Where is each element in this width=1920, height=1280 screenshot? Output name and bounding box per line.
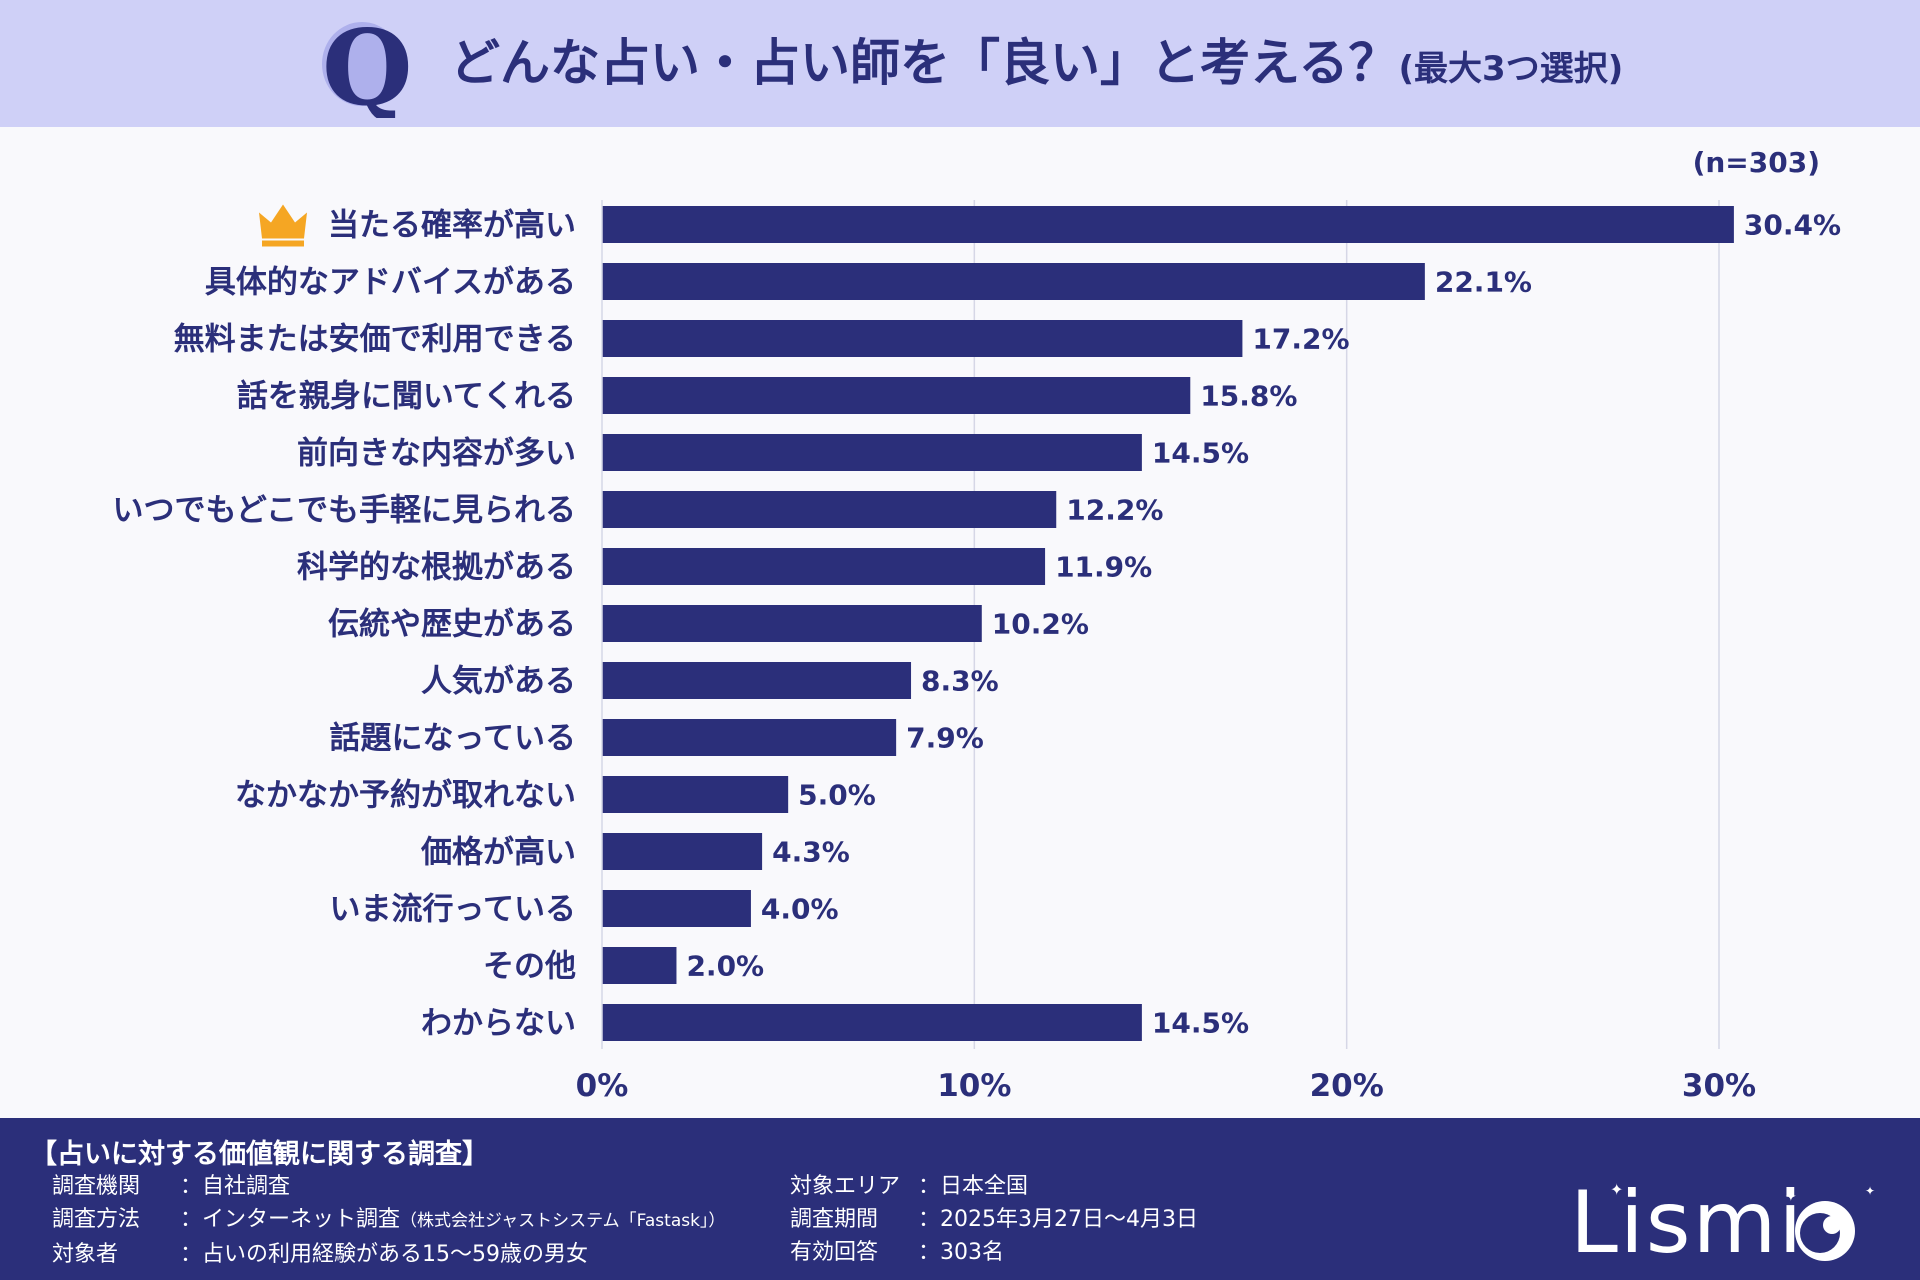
bar-chart: 0% 10% 20% 30% 当たる確率が高い 30.4% 具体的なアドバイスがある 22.1… bbox=[113, 200, 1841, 1100]
x-tick-label: 0% bbox=[576, 1068, 629, 1100]
meta-value: ：303名 bbox=[918, 1240, 1004, 1265]
meta-key: 対象エリア bbox=[790, 1174, 901, 1199]
bar bbox=[602, 719, 897, 756]
data-label: 4.3% bbox=[772, 836, 850, 869]
bar bbox=[602, 320, 1243, 357]
bar bbox=[602, 377, 1191, 414]
meta-row: 対象エリア ：日本全国 bbox=[790, 1170, 1198, 1203]
meta-value: ：占いの利用経験がある15〜59歳の男女 bbox=[180, 1242, 588, 1267]
footer: 【占いに対する価値観に関する調査】 調査機関 ：自社調査 調査方法 ：インターネット… bbox=[0, 1118, 1920, 1280]
data-label: 2.0% bbox=[686, 950, 764, 983]
bar bbox=[602, 662, 912, 699]
svg-text:✦: ✦ bbox=[1785, 1189, 1797, 1205]
bar bbox=[602, 434, 1142, 471]
category-label: いつでもどこでも手軽に見られる bbox=[113, 493, 576, 529]
category-label: いま流行っている bbox=[330, 892, 576, 928]
meta-value: ：日本全国 bbox=[918, 1174, 1029, 1199]
data-label: 14.5% bbox=[1152, 1007, 1249, 1040]
chart-title: どんな占い・占い師を「良い」と考える？(最大3つ選択) bbox=[450, 28, 1623, 104]
header-banner: Q どんな占い・占い師を「良い」と考える？(最大3つ選択) bbox=[0, 0, 1920, 127]
meta-row: 調査方法 ：インターネット調査（株式会社ジャストシステム「Fastask」） bbox=[52, 1203, 725, 1238]
logo-decoration-icon: ✦ ✦ ✦ bbox=[1610, 1180, 1875, 1261]
crown-base-icon bbox=[262, 240, 304, 247]
meta-key: 有効回答 bbox=[790, 1240, 879, 1265]
bar bbox=[602, 833, 763, 870]
meta-row: 対象者 ：占いの利用経験がある15〜59歳の男女 bbox=[52, 1238, 725, 1271]
category-label: 伝統や歴史がある bbox=[328, 607, 576, 643]
q-icon: Q bbox=[322, 18, 413, 118]
category-label: 話題になっている bbox=[330, 721, 576, 757]
meta-key: 対象者 bbox=[52, 1242, 119, 1267]
data-label: 7.9% bbox=[906, 722, 984, 755]
q-letter: Q bbox=[322, 18, 413, 118]
category-label: 無料または安価で利用できる bbox=[174, 322, 576, 358]
data-label: 15.8% bbox=[1200, 380, 1297, 413]
data-label: 22.1% bbox=[1435, 266, 1532, 299]
svg-text:✦: ✦ bbox=[1865, 1184, 1875, 1198]
bar bbox=[602, 947, 677, 984]
data-label: 8.3% bbox=[921, 665, 999, 698]
data-label: 11.9% bbox=[1055, 551, 1152, 584]
x-tick-label: 30% bbox=[1682, 1068, 1756, 1100]
meta-key: 調査機関 bbox=[52, 1174, 141, 1199]
bar bbox=[602, 776, 789, 813]
meta-row: 調査期間 ：2025年3月27日〜4月3日 bbox=[790, 1203, 1198, 1236]
x-tick-label: 10% bbox=[937, 1068, 1011, 1100]
bar bbox=[602, 890, 751, 927]
crown-icon bbox=[259, 204, 307, 239]
survey-title: 【占いに対する価値観に関する調査】 bbox=[30, 1139, 489, 1170]
bar bbox=[602, 1004, 1142, 1041]
meta-row: 有効回答 ：303名 bbox=[790, 1236, 1198, 1269]
x-tick-label: 20% bbox=[1310, 1068, 1384, 1100]
data-label: 14.5% bbox=[1152, 437, 1249, 470]
meta-value: ：2025年3月27日〜4月3日 bbox=[918, 1207, 1198, 1232]
meta-value: ：インターネット調査 bbox=[180, 1207, 401, 1232]
category-label: 話を親身に聞いてくれる bbox=[237, 379, 576, 415]
meta-value: ：自社調査 bbox=[180, 1174, 291, 1199]
category-label: なかなか予約が取れない bbox=[235, 778, 576, 814]
data-label: 10.2% bbox=[992, 608, 1089, 641]
data-label: 5.0% bbox=[798, 779, 876, 812]
chart-title-text: どんな占い・占い師を「良い」と考える？ bbox=[450, 34, 1399, 92]
svg-text:✦: ✦ bbox=[1610, 1180, 1623, 1199]
category-label: 科学的な根拠がある bbox=[297, 550, 576, 586]
bar bbox=[602, 491, 1057, 528]
data-label: 12.2% bbox=[1066, 494, 1163, 527]
data-label: 30.4% bbox=[1744, 209, 1841, 242]
bar bbox=[602, 605, 982, 642]
sample-size: (n=303) bbox=[1692, 146, 1820, 179]
category-label: 前向きな内容が多い bbox=[297, 436, 576, 472]
category-label: 具体的なアドバイスがある bbox=[205, 265, 576, 301]
meta-key: 調査方法 bbox=[52, 1207, 141, 1232]
lismi-logo: Lismi ✦ ✦ ✦ bbox=[1570, 1173, 1900, 1273]
data-label: 4.0% bbox=[761, 893, 839, 926]
bar bbox=[602, 263, 1425, 300]
category-label: 当たる確率が高い bbox=[328, 208, 576, 244]
data-label: 17.2% bbox=[1252, 323, 1349, 356]
meta-right: 対象エリア ：日本全国 調査期間 ：2025年3月27日〜4月3日 有効回答 ：303… bbox=[790, 1170, 1198, 1269]
category-label: その他 bbox=[483, 949, 576, 985]
bar bbox=[602, 548, 1046, 585]
meta-key: 調査期間 bbox=[790, 1207, 879, 1232]
meta-row: 調査機関 ：自社調査 bbox=[52, 1170, 725, 1203]
category-label: わからない bbox=[421, 1006, 576, 1042]
category-label: 価格が高い bbox=[420, 835, 576, 871]
category-label: 人気がある bbox=[421, 664, 576, 700]
bar bbox=[602, 206, 1734, 243]
logo-text: Lismi bbox=[1570, 1173, 1805, 1273]
chart-subtitle: (最大3つ選択) bbox=[1398, 49, 1624, 89]
meta-note: （株式会社ジャストシステム「Fastask」） bbox=[400, 1211, 726, 1231]
meta-left: 調査機関 ：自社調査 調査方法 ：インターネット調査（株式会社ジャストシステム「Fa… bbox=[52, 1170, 725, 1271]
